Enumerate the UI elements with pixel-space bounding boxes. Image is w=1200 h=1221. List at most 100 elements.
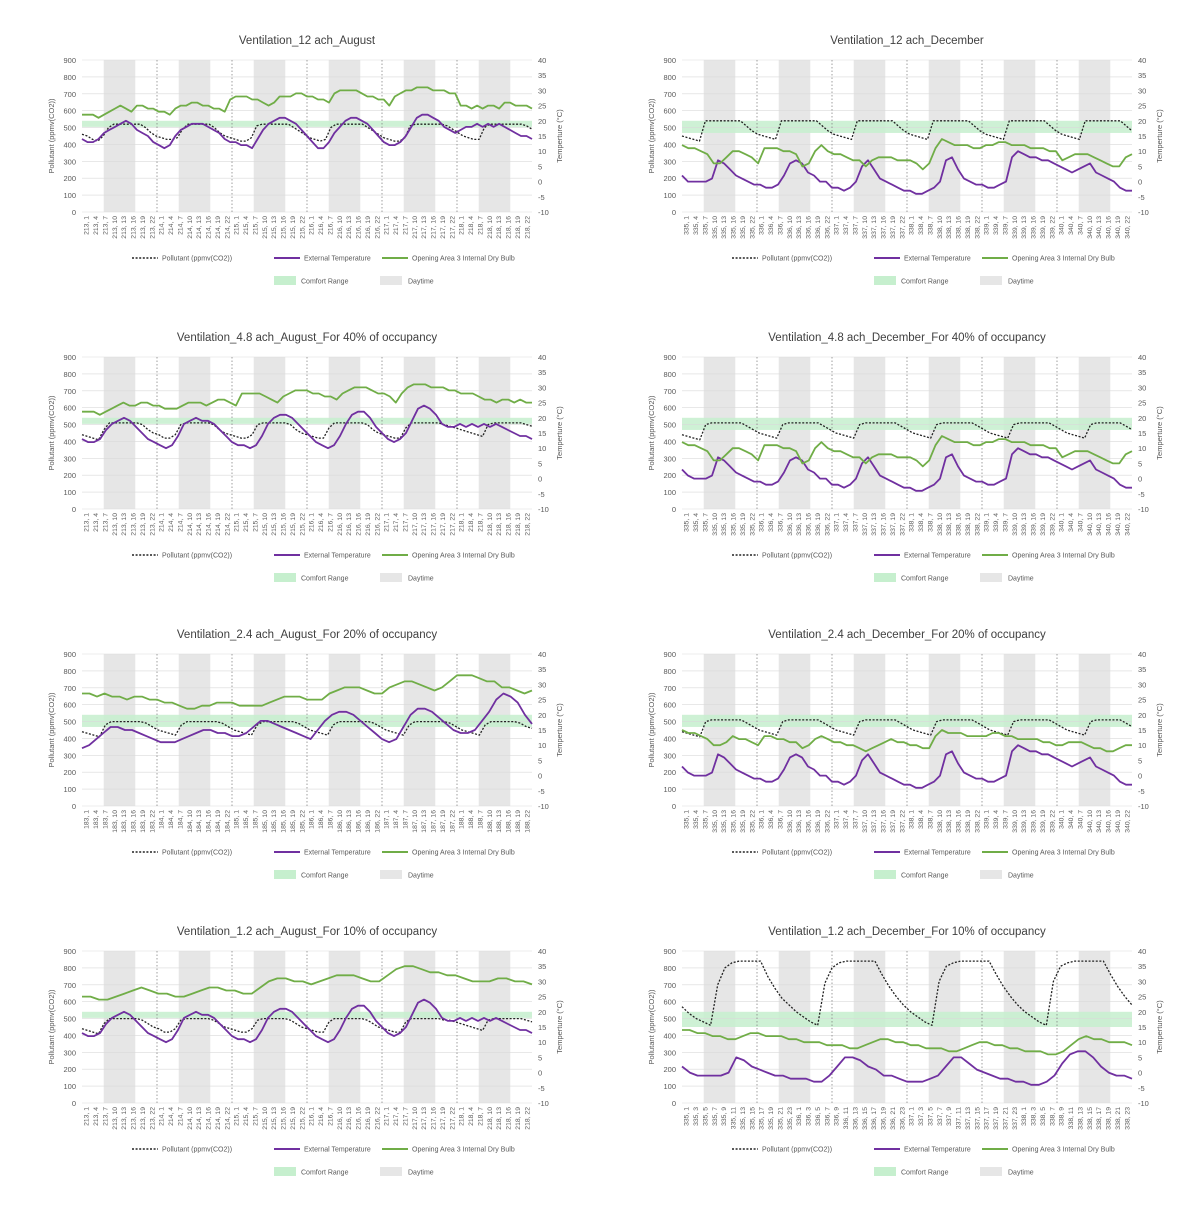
left-tick-label: 200 [63, 471, 76, 480]
legend-pollutant-label: Pollutant (ppmv(CO2)) [162, 553, 232, 560]
x-tick-label: 339, 1 [984, 513, 991, 532]
x-tick-label: 215, 7 [252, 513, 259, 532]
x-tick-label: 336, 16 [806, 216, 813, 239]
x-tick-label: 218, 1 [459, 513, 466, 532]
x-tick-label: 217, 13 [421, 1107, 428, 1130]
left-tick-label: 400 [663, 437, 676, 446]
x-tick-label: 183, 16 [131, 810, 138, 833]
left-tick-label: 0 [72, 208, 76, 217]
x-tick-label: 335, 16 [731, 513, 738, 536]
legend-comfort-label: Comfort Range [901, 1170, 949, 1177]
x-tick-label: 216, 7 [327, 513, 334, 532]
daytime-band [403, 951, 436, 1103]
legend-daytime-swatch [980, 1167, 1002, 1176]
right-tick-label: 20 [1138, 414, 1146, 423]
x-tick-label: 183, 1 [84, 810, 91, 829]
x-tick-label: 335, 1 [684, 216, 691, 235]
left-tick-label: 300 [663, 454, 676, 463]
legend-pollutant-label: Pollutant (ppmv(CO2)) [762, 553, 832, 560]
legend-external-temperature-label: External Temperature [904, 256, 971, 263]
x-tick-label: 335, 23 [787, 1107, 794, 1130]
x-tick-label: 218, 13 [496, 1107, 503, 1130]
x-tick-label: 188, 13 [496, 810, 503, 833]
x-tick-label: 217, 10 [412, 216, 419, 239]
x-tick-label: 339, 10 [1012, 216, 1019, 239]
right-tick-label: 15 [538, 1023, 546, 1032]
legend-daytime-swatch [380, 276, 402, 285]
x-tick-label: 336, 19 [815, 513, 822, 536]
x-tick-label: 340, 1 [1059, 513, 1066, 532]
x-tick-label: 338, 13 [946, 216, 953, 239]
left-tick-label: 100 [663, 785, 676, 794]
right-tick-label: -5 [1138, 787, 1145, 796]
x-tick-label: 186, 10 [337, 810, 344, 833]
legend-pollutant-label: Pollutant (ppmv(CO2)) [162, 850, 232, 857]
x-tick-label: 217, 13 [421, 216, 428, 239]
right-tick-label: 40 [1138, 353, 1146, 362]
pollutant-line [681, 120, 1133, 142]
right-axis-label: Temperture (°C) [555, 1000, 564, 1054]
x-tick-label: 217, 16 [431, 1107, 438, 1130]
x-tick-label: 218, 10 [487, 1107, 494, 1130]
x-tick-label: 335, 7 [702, 810, 709, 829]
right-tick-label: 40 [1138, 650, 1146, 659]
x-tick-label: 337, 4 [843, 513, 850, 532]
chart-panel-8: Ventilation_1.2 ach_December_For 10% of … [600, 921, 1200, 1221]
x-tick-label: 213, 1 [84, 216, 91, 235]
x-tick-label: 214, 13 [196, 513, 203, 536]
x-tick-label: 184, 7 [177, 810, 184, 829]
x-tick-label: 335, 17 [759, 1107, 766, 1130]
daytime-band [778, 654, 811, 806]
chart-svg: Ventilation_4.8 ach_August_For 40% of oc… [47, 332, 564, 583]
x-tick-label: 339, 16 [1031, 513, 1038, 536]
legend-internal-dry-bulb-label: Opening Area 3 Internal Dry Bulb [1012, 553, 1115, 560]
x-tick-label: 336, 16 [806, 513, 813, 536]
left-tick-label: 0 [672, 802, 676, 811]
x-tick-label: 216, 19 [365, 216, 372, 239]
x-tick-label: 214, 16 [206, 513, 213, 536]
x-tick-label: 335, 4 [693, 216, 700, 235]
right-tick-label: -5 [1138, 1084, 1145, 1093]
left-tick-label: 400 [663, 1031, 676, 1040]
left-axis-label: Pollutant (ppmv(CO2)) [47, 395, 56, 471]
x-tick-label: 213, 7 [102, 216, 109, 235]
left-tick-label: 800 [663, 73, 676, 82]
right-tick-label: 25 [538, 993, 546, 1002]
x-tick-label: 335, 13 [740, 1107, 747, 1130]
x-tick-label: 335, 1 [684, 810, 691, 829]
x-tick-label: 339, 1 [984, 810, 991, 829]
x-tick-label: 187, 4 [393, 810, 400, 829]
x-tick-label: 338, 1 [909, 810, 916, 829]
x-tick-label: 336, 7 [777, 810, 784, 829]
daytime-band [178, 951, 211, 1103]
x-tick-label: 214, 7 [177, 513, 184, 532]
x-tick-label: 218, 19 [515, 513, 522, 536]
x-tick-label: 183, 7 [102, 810, 109, 829]
x-tick-label: 218, 16 [506, 1107, 513, 1130]
right-tick-label: -5 [1138, 490, 1145, 499]
x-tick-label: 338, 17 [1096, 1107, 1103, 1130]
left-tick-label: 300 [63, 751, 76, 760]
x-tick-label: 214, 10 [187, 216, 194, 239]
x-tick-label: 336, 7 [777, 513, 784, 532]
right-tick-label: 20 [1138, 117, 1146, 126]
left-axis-label: Pollutant (ppmv(CO2)) [647, 395, 656, 471]
x-tick-label: 337, 1 [834, 216, 841, 235]
left-tick-label: 900 [63, 56, 76, 65]
left-tick-label: 200 [663, 1065, 676, 1074]
x-tick-label: 336, 1 [759, 216, 766, 235]
x-tick-label: 338, 21 [1115, 1107, 1122, 1130]
x-tick-label: 336, 21 [890, 1107, 897, 1130]
x-tick-label: 217, 1 [384, 1107, 391, 1126]
x-tick-label: 336, 10 [787, 810, 794, 833]
x-tick-label: 218, 13 [496, 513, 503, 536]
x-tick-label: 336, 4 [768, 810, 775, 829]
right-tick-label: -5 [1138, 193, 1145, 202]
x-tick-label: 215, 13 [271, 216, 278, 239]
x-tick-label: 218, 10 [487, 216, 494, 239]
x-tick-label: 337, 22 [899, 513, 906, 536]
legend-comfort-swatch [274, 573, 296, 582]
x-tick-label: 215, 1 [234, 1107, 241, 1126]
x-tick-label: 215, 10 [262, 1107, 269, 1130]
x-tick-label: 337, 19 [890, 216, 897, 239]
